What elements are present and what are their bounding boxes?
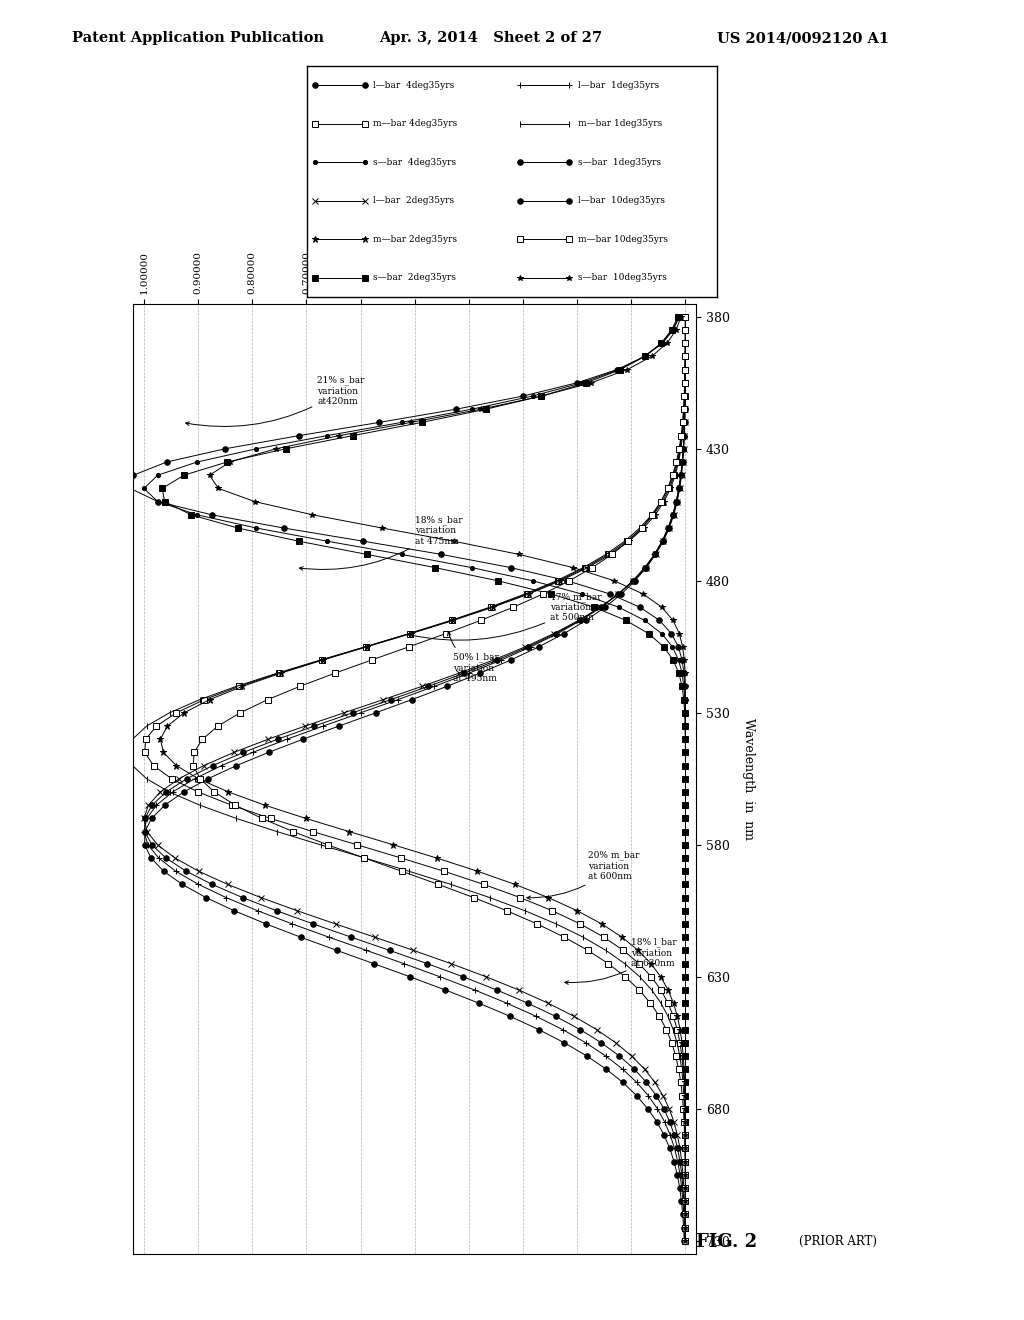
Text: m—bar 4deg35yrs: m—bar 4deg35yrs [373,119,457,128]
Text: m—bar 1deg35yrs: m—bar 1deg35yrs [578,119,662,128]
Text: FIG. 2: FIG. 2 [696,1233,758,1251]
Y-axis label: Wavelength  in  nm: Wavelength in nm [742,718,755,840]
Text: s—bar  10deg35yrs: s—bar 10deg35yrs [578,273,667,282]
Text: l—bar  10deg35yrs: l—bar 10deg35yrs [578,197,665,205]
Text: s—bar  1deg35yrs: s—bar 1deg35yrs [578,158,660,166]
Text: 20% m_bar
variation
at 600nm: 20% m_bar variation at 600nm [527,850,640,900]
Text: m—bar 2deg35yrs: m—bar 2deg35yrs [373,235,457,244]
Text: l—bar  1deg35yrs: l—bar 1deg35yrs [578,81,658,90]
Text: 21% s_bar
variation
at420nm: 21% s_bar variation at420nm [185,375,365,426]
Text: 50% l_bar
variation
at 495nm: 50% l_bar variation at 495nm [447,632,499,684]
Text: 18% l_bar
variation
at 630nm: 18% l_bar variation at 630nm [565,937,677,985]
Text: s—bar  4deg35yrs: s—bar 4deg35yrs [373,158,456,166]
Text: 47% m_bar
variation
at 500nm: 47% m_bar variation at 500nm [408,591,602,640]
Text: Patent Application Publication: Patent Application Publication [72,32,324,45]
Text: l—bar  4deg35yrs: l—bar 4deg35yrs [373,81,454,90]
Text: l—bar  2deg35yrs: l—bar 2deg35yrs [373,197,454,205]
Text: US 2014/0092120 A1: US 2014/0092120 A1 [717,32,889,45]
Text: Apr. 3, 2014   Sheet 2 of 27: Apr. 3, 2014 Sheet 2 of 27 [379,32,602,45]
Text: s—bar  2deg35yrs: s—bar 2deg35yrs [373,273,456,282]
Text: (PRIOR ART): (PRIOR ART) [799,1234,877,1247]
Text: 18% s_bar
variation
at 475nm: 18% s_bar variation at 475nm [299,515,463,570]
Text: m—bar 10deg35yrs: m—bar 10deg35yrs [578,235,668,244]
